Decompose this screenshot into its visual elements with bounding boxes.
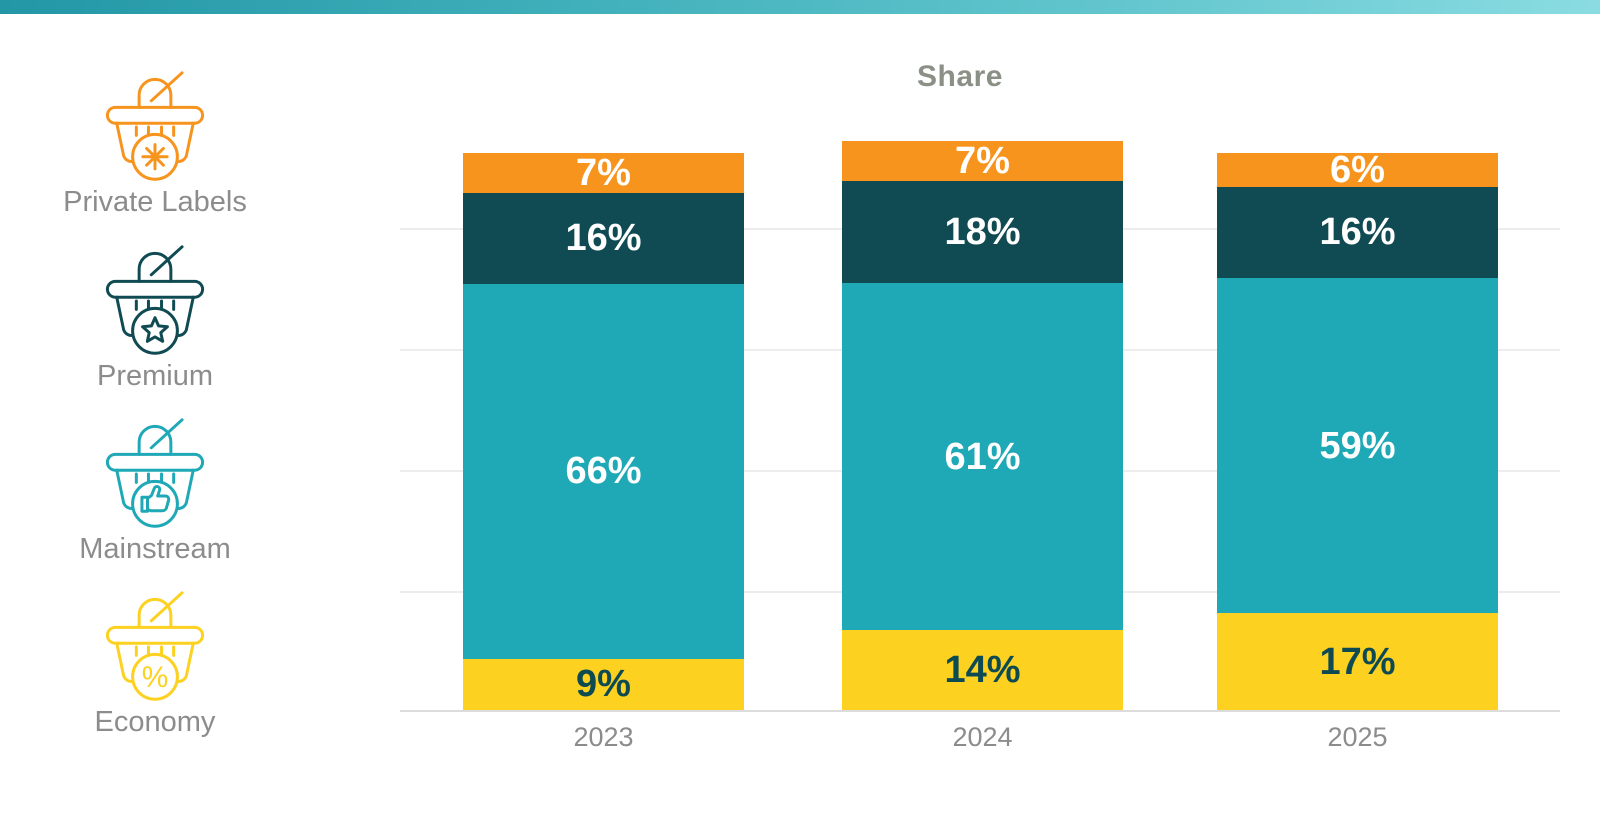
star-badge-icon (141, 316, 169, 343)
segment-value-label: 16% (565, 217, 642, 259)
basket-asterisk-icon (105, 71, 205, 181)
bar-segment-mainstream: 59% (1217, 277, 1498, 614)
svg-text:%: % (142, 661, 169, 694)
bar-segment-private-labels: 7% (463, 151, 744, 194)
stacked-bar-2024: 14% 61% 18% 7% (842, 141, 1123, 710)
basket-thumbs-up-icon (105, 418, 205, 528)
segment-value-label: 59% (1319, 424, 1396, 467)
segment-value-label: 16% (1319, 211, 1396, 254)
segment-value-label: 66% (565, 450, 642, 493)
legend-item-premium: Premium (40, 244, 270, 393)
legend-label: Economy (94, 706, 216, 738)
bar-segment-economy: 17% (1217, 613, 1498, 710)
asterisk-badge-icon (141, 143, 169, 171)
segment-value-label: 61% (944, 435, 1021, 478)
stacked-bar-2023: 9% 66% 16% 7% (463, 151, 744, 710)
stacked-bar-2025: 17% 59% 16% 6% (1217, 148, 1498, 710)
percent-badge-icon: % (142, 661, 169, 694)
bar-segment-private-labels: 6% (1217, 148, 1498, 191)
segment-value-label: 14% (944, 649, 1021, 692)
x-axis-label-2023: 2023 (573, 722, 634, 752)
bar-segment-mainstream: 61% (842, 283, 1123, 631)
chart-title: Share (917, 60, 1003, 93)
legend-label: Mainstream (79, 533, 231, 565)
bar-segment-economy: 14% (842, 630, 1123, 710)
thumbs-up-badge-icon (140, 485, 171, 513)
bar-segment-premium: 18% (842, 181, 1123, 284)
plot-area: 9% 66% 16% 7% 14% 61% 18% 7% 17% 59% 16% 6% (400, 120, 1560, 712)
basket-star-icon (105, 245, 205, 355)
legend-item-mainstream: Mainstream (40, 417, 270, 566)
segment-value-label: 18% (944, 211, 1021, 254)
legend-item-private-labels: Private Labels (40, 70, 270, 219)
bar-segment-premium: 16% (1217, 186, 1498, 278)
bar-segment-mainstream: 66% (463, 283, 744, 659)
segment-value-label: 7% (955, 140, 1010, 183)
bar-segment-premium: 16% (463, 192, 744, 284)
legend-item-economy: % Economy (40, 590, 270, 739)
x-axis-label-2025: 2025 (1327, 722, 1388, 752)
legend-label: Private Labels (63, 186, 247, 218)
basket-percent-icon: % (105, 591, 205, 701)
top-gradient-strip (0, 0, 1600, 14)
segment-value-label: 7% (576, 151, 631, 194)
bar-segment-private-labels: 7% (842, 140, 1123, 183)
legend: Private Labels Premium (40, 0, 270, 829)
legend-label: Premium (96, 360, 213, 392)
segment-value-label: 17% (1319, 640, 1396, 683)
segment-value-label: 9% (576, 663, 631, 706)
segment-value-label: 6% (1330, 148, 1385, 191)
x-axis-label-2024: 2024 (952, 722, 1013, 752)
bar-segment-economy: 9% (463, 658, 744, 710)
